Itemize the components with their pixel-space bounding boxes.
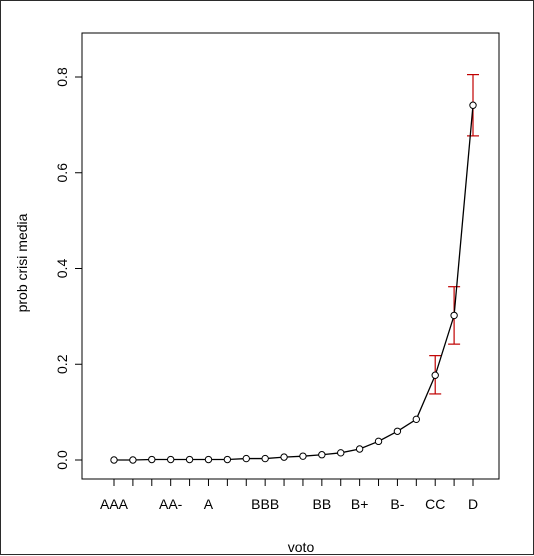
data-point bbox=[450, 311, 458, 320]
data-point bbox=[223, 455, 232, 464]
x-axis-label: voto bbox=[288, 539, 315, 555]
x-tick-label: CC bbox=[425, 496, 445, 512]
y-tick-label: 0.2 bbox=[54, 354, 70, 374]
x-tick-label: AAA bbox=[100, 496, 129, 512]
y-tick-label: 0.8 bbox=[54, 67, 70, 87]
series-polyline bbox=[114, 105, 474, 461]
y-axis-label: prob crisi media bbox=[14, 213, 30, 312]
x-tick-label: AA- bbox=[159, 496, 183, 512]
data-point bbox=[318, 451, 326, 459]
data-point bbox=[299, 452, 307, 460]
plot-box bbox=[81, 32, 500, 480]
data-points bbox=[110, 101, 477, 464]
x-tick-label: BB bbox=[312, 496, 331, 512]
y-tick-label: 0.0 bbox=[54, 450, 70, 470]
data-point bbox=[166, 455, 175, 464]
data-point bbox=[148, 455, 156, 464]
x-tick-label: B+ bbox=[351, 496, 369, 512]
data-point bbox=[110, 456, 118, 464]
data-point bbox=[374, 437, 383, 446]
data-point bbox=[469, 101, 477, 109]
data-point bbox=[393, 427, 402, 435]
data-point bbox=[204, 455, 213, 464]
data-point bbox=[280, 453, 288, 461]
series-line bbox=[114, 105, 474, 461]
data-point bbox=[129, 456, 137, 464]
x-tick-label: BBB bbox=[251, 496, 279, 512]
x-tick-label: B- bbox=[390, 496, 404, 512]
data-point bbox=[431, 371, 439, 379]
y-tick-label: 0.4 bbox=[54, 259, 70, 279]
x-axis: AAA AA- A BBB BB B+ B- CC D bbox=[100, 478, 478, 512]
x-tick-label: A bbox=[204, 496, 214, 512]
data-point bbox=[185, 455, 194, 464]
data-point bbox=[412, 415, 421, 424]
data-point bbox=[261, 454, 269, 463]
x-tick-label: D bbox=[468, 496, 478, 512]
data-point bbox=[355, 445, 364, 453]
data-point bbox=[242, 454, 250, 463]
y-tick-label: 0.6 bbox=[54, 163, 70, 183]
y-axis: 0.0 0.2 0.4 0.6 0.8 bbox=[54, 67, 83, 470]
data-point bbox=[337, 449, 345, 457]
